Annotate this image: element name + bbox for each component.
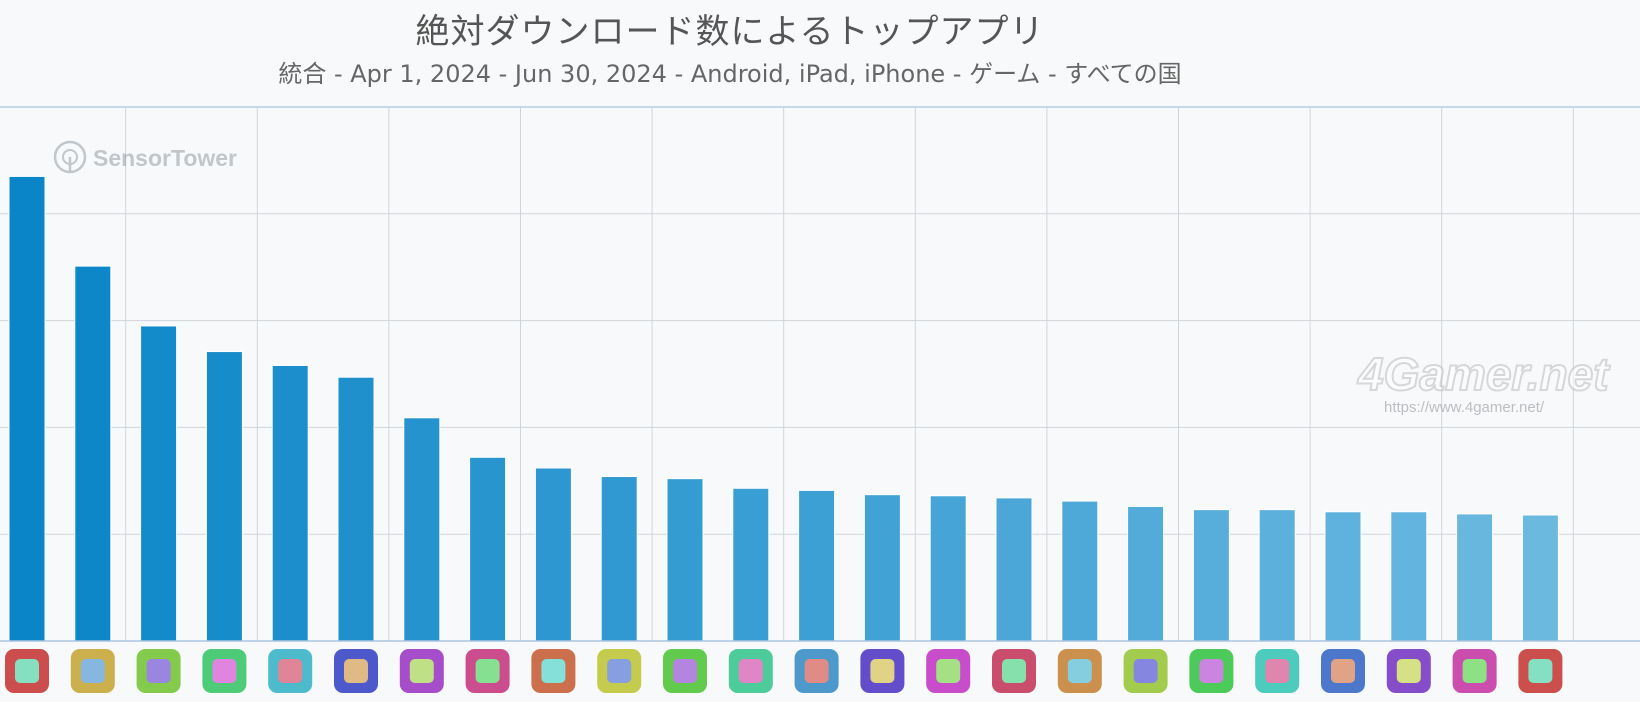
game-icon bbox=[728, 649, 773, 693]
bar-18[interactable] bbox=[1127, 505, 1165, 642]
game-icon bbox=[860, 649, 905, 693]
game-icon bbox=[597, 649, 642, 693]
game-icon bbox=[1452, 649, 1497, 693]
fourgamer-watermark: 4Gamer.net https://www.4gamer.net/ bbox=[1356, 347, 1611, 416]
bar-23[interactable] bbox=[1456, 513, 1494, 642]
game-icon bbox=[531, 649, 576, 693]
grid-lines bbox=[0, 107, 1640, 641]
bar-6[interactable] bbox=[337, 376, 375, 642]
sensor-tower-watermark: SensorTower bbox=[53, 140, 237, 174]
game-icon bbox=[1057, 649, 1102, 693]
bar-16[interactable] bbox=[995, 497, 1033, 642]
game-icon bbox=[926, 649, 971, 693]
bar-14[interactable] bbox=[863, 494, 901, 642]
game-icon bbox=[70, 649, 115, 693]
bar-24[interactable] bbox=[1521, 514, 1559, 642]
game-icon bbox=[136, 649, 181, 693]
fourgamer-url-text: https://www.4gamer.net/ bbox=[1384, 399, 1545, 416]
game-icon bbox=[1123, 649, 1168, 693]
game-icon bbox=[399, 649, 444, 693]
game-icon bbox=[5, 649, 49, 693]
bar-2[interactable] bbox=[74, 265, 112, 642]
bar-1[interactable] bbox=[8, 175, 46, 642]
bar-7[interactable] bbox=[403, 417, 441, 642]
game-icon bbox=[1255, 649, 1300, 693]
bar-5[interactable] bbox=[271, 364, 309, 642]
bar-3[interactable] bbox=[140, 325, 178, 642]
bar-4[interactable] bbox=[205, 351, 243, 642]
sensor-tower-logo-text: SensorTower bbox=[93, 145, 237, 171]
bar-9[interactable] bbox=[534, 467, 572, 642]
bar-15[interactable] bbox=[929, 495, 967, 642]
bar-17[interactable] bbox=[1061, 500, 1099, 642]
bar-21[interactable] bbox=[1324, 511, 1362, 642]
bars-group bbox=[8, 175, 1559, 642]
game-icon bbox=[465, 649, 510, 693]
bar-8[interactable] bbox=[469, 456, 507, 642]
game-icon bbox=[268, 649, 313, 693]
game-icon bbox=[334, 649, 378, 693]
app-icons-row bbox=[5, 649, 1563, 693]
game-icon bbox=[1518, 649, 1563, 693]
game-icon bbox=[992, 649, 1036, 693]
game-icon bbox=[663, 649, 707, 693]
bar-22[interactable] bbox=[1390, 511, 1428, 642]
game-icon bbox=[1189, 649, 1234, 693]
bar-19[interactable] bbox=[1192, 509, 1230, 642]
bar-13[interactable] bbox=[798, 489, 836, 642]
bar-20[interactable] bbox=[1258, 509, 1296, 642]
chart-subtitle: 統合 - Apr 1, 2024 - Jun 30, 2024 - Androi… bbox=[278, 60, 1182, 88]
fourgamer-logo-text: 4Gamer.net bbox=[1357, 348, 1610, 400]
game-icon bbox=[794, 649, 839, 693]
bar-11[interactable] bbox=[666, 478, 704, 642]
bar-12[interactable] bbox=[732, 487, 770, 642]
game-icon bbox=[202, 649, 247, 693]
chart-title: 絶対ダウンロード数によるトップアプリ bbox=[415, 12, 1045, 52]
bar-10[interactable] bbox=[600, 476, 638, 642]
game-icon bbox=[1386, 649, 1431, 693]
game-icon bbox=[1321, 649, 1365, 693]
